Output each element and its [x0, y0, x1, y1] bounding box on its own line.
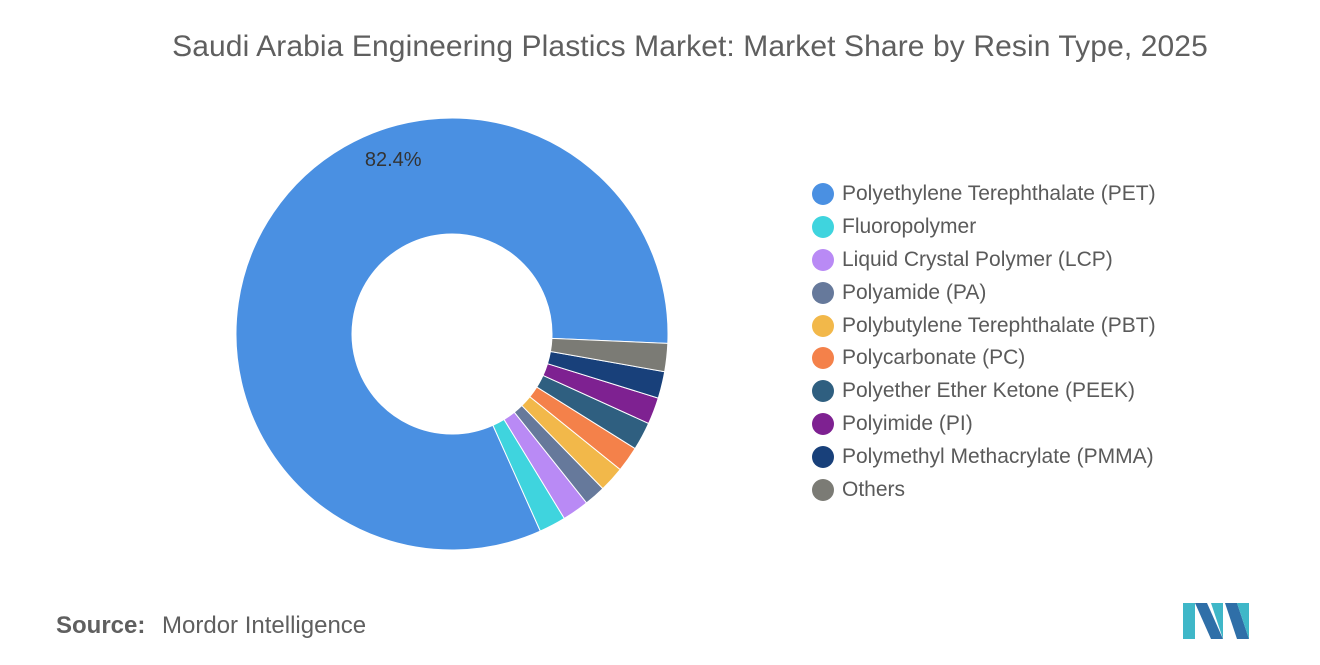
source-line: Source: Mordor Intelligence [56, 612, 366, 640]
legend-swatch [812, 314, 834, 337]
legend-label: Polycarbonate (PC) [842, 346, 1026, 370]
legend-swatch [812, 478, 834, 501]
legend-label: Polyamide (PA) [842, 280, 987, 304]
legend-item: Fluoropolymer [812, 211, 1156, 244]
legend-swatch [812, 347, 834, 370]
chart-title: Saudi Arabia Engineering Plastics Market… [172, 30, 1208, 63]
legend-item: Polycarbonate (PC) [812, 342, 1156, 375]
legend-swatch [812, 445, 834, 468]
source-text: Mordor Intelligence [162, 612, 367, 639]
legend-label: Polyethylene Terephthalate (PET) [842, 182, 1156, 206]
legend-label: Polyimide (PI) [842, 411, 973, 435]
legend-item: Polyether Ether Ketone (PEEK) [812, 375, 1156, 408]
donut-slice [549, 337, 669, 373]
slice-data-label: 82.4% [365, 149, 422, 171]
legend: Polyethylene Terephthalate (PET) Fluoropo… [812, 178, 1156, 506]
legend-label: Polymethyl Methacrylate (PMMA) [842, 444, 1154, 468]
legend-item: Liquid Crystal Polymer (LCP) [812, 244, 1156, 277]
legend-item: Polymethyl Methacrylate (PMMA) [812, 440, 1156, 473]
legend-item: Polybutylene Terephthalate (PBT) [812, 309, 1156, 342]
legend-swatch [812, 380, 834, 403]
legend-swatch [812, 183, 834, 206]
legend-item: Others [812, 473, 1156, 506]
legend-swatch [812, 412, 834, 435]
mordor-logo [1183, 603, 1249, 639]
legend-item: Polyethylene Terephthalate (PET) [812, 178, 1156, 211]
legend-item: Polyimide (PI) [812, 408, 1156, 441]
source-label: Source: [56, 612, 146, 639]
legend-label: Polyether Ether Ketone (PEEK) [842, 379, 1135, 403]
legend-swatch [812, 248, 834, 271]
donut-slice [235, 117, 669, 551]
legend-item: Polyamide (PA) [812, 276, 1156, 309]
legend-label: Fluoropolymer [842, 215, 977, 239]
legend-label: Others [842, 477, 906, 501]
legend-label: Polybutylene Terephthalate (PBT) [842, 313, 1156, 337]
legend-swatch [812, 281, 834, 304]
legend-label: Liquid Crystal Polymer (LCP) [842, 247, 1113, 271]
legend-swatch [812, 216, 834, 239]
